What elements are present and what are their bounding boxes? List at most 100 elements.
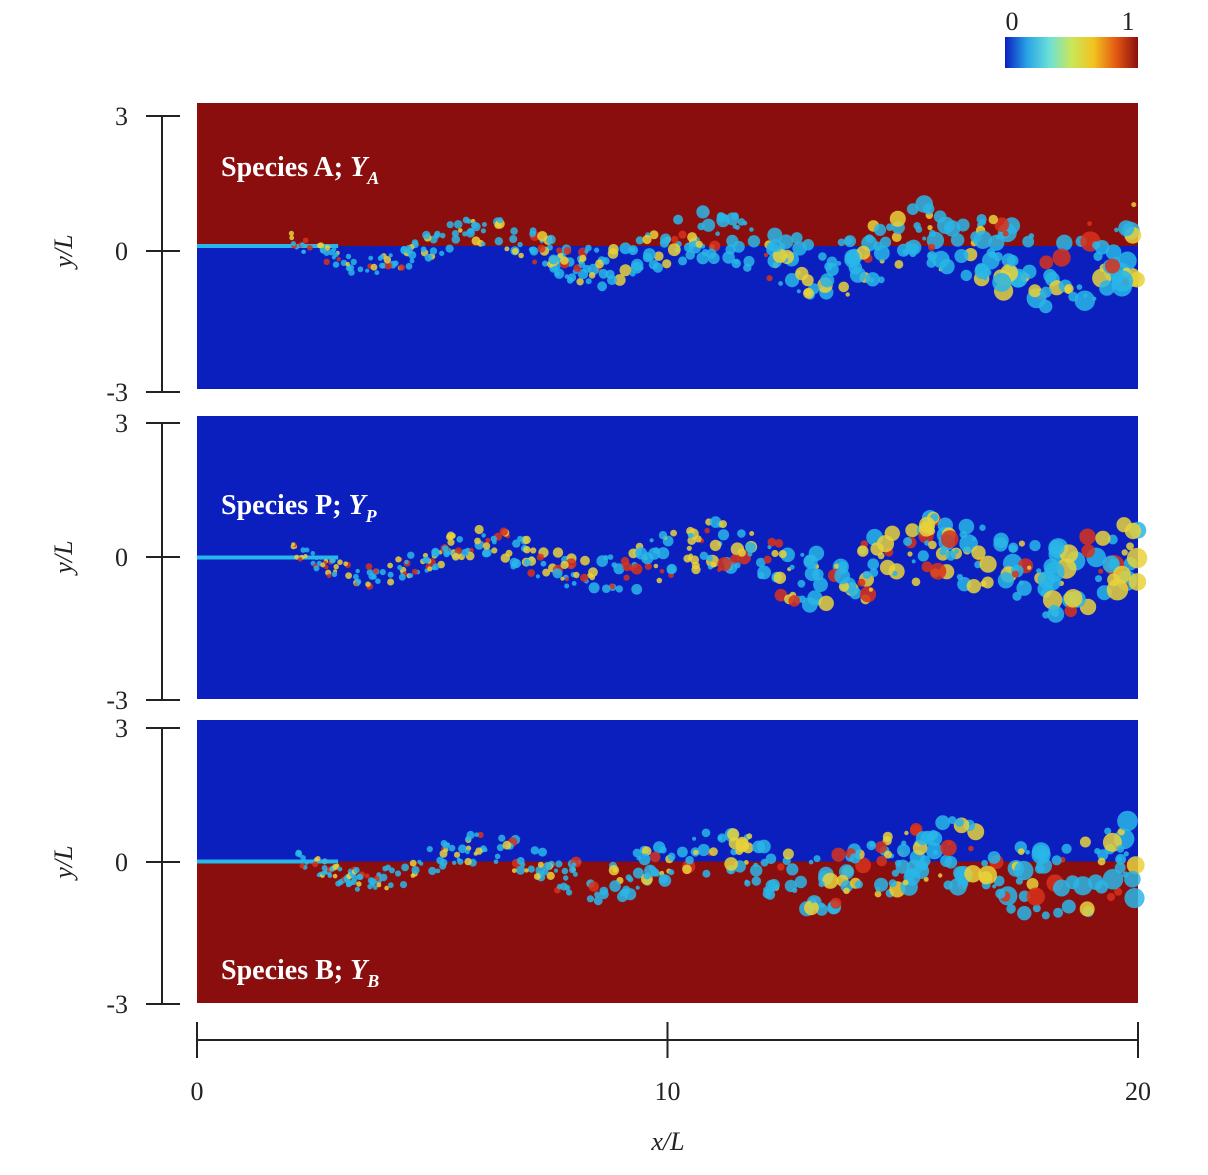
mixing-blob [1052, 248, 1071, 267]
y-tick-label: 0 [115, 543, 128, 572]
mixing-blob [596, 555, 608, 567]
mixing-blob [884, 850, 892, 859]
mixing-blob [928, 243, 936, 251]
mixing-blob [722, 251, 735, 264]
mixing-blob [694, 535, 702, 543]
mixing-blob [786, 863, 799, 876]
mixing-blob [785, 273, 800, 288]
mixing-blob [431, 548, 440, 558]
mixing-blob [451, 235, 461, 244]
mixing-blob [481, 222, 487, 227]
mixing-blob [964, 865, 982, 883]
mixing-blob [993, 537, 1008, 552]
mixing-blob [1008, 544, 1017, 553]
mixing-blob [746, 833, 753, 840]
mixing-blob [537, 861, 544, 868]
mixing-blob [803, 554, 818, 569]
mixing-blob [510, 227, 518, 235]
mixing-blob [321, 858, 328, 865]
mixing-blob [329, 556, 336, 564]
mixing-blob [939, 258, 955, 275]
mixing-layer-inlet [197, 244, 339, 248]
mixing-blob [310, 551, 316, 556]
mixing-blob [1118, 220, 1135, 237]
mixing-blob [556, 883, 563, 890]
panel-label: Species P; YP [221, 490, 378, 526]
mixing-blob [1048, 604, 1060, 616]
mixing-layer-inlet [197, 555, 339, 560]
mixing-blob [791, 232, 803, 244]
mixing-blob [907, 551, 913, 557]
mixing-blob [302, 237, 309, 244]
mixing-blob [789, 564, 795, 570]
mixing-blob [981, 859, 988, 867]
mixing-blob [778, 550, 787, 559]
mixing-blob [874, 841, 887, 854]
mixing-blob [439, 232, 446, 239]
mixing-blob [454, 547, 463, 555]
mixing-blob [940, 530, 959, 548]
mixing-blob [938, 873, 943, 878]
mixing-blob [613, 274, 626, 286]
mixing-blob [706, 248, 717, 259]
upper-stream [197, 416, 1138, 558]
mixing-blob [1026, 878, 1039, 890]
mixing-blob [365, 268, 370, 273]
mixing-blob [1094, 848, 1101, 855]
mixing-blob [1102, 868, 1124, 890]
mixing-blob [959, 530, 968, 539]
mixing-blob [480, 228, 486, 234]
mixing-blob [993, 252, 1003, 262]
mixing-blob [474, 832, 480, 837]
mixing-blob [701, 828, 711, 838]
mixing-blob [1106, 892, 1116, 902]
mixing-blob [997, 572, 1015, 589]
mixing-blob [560, 576, 565, 581]
mixing-blob [1029, 540, 1041, 552]
mixing-blob [326, 573, 332, 579]
mixing-blob [354, 886, 360, 892]
panel-b: Species B; YB 3 0 -3 y/L [49, 714, 1145, 1019]
mixing-blob [813, 577, 828, 593]
mixing-blob [442, 842, 450, 849]
mixing-blob [784, 879, 798, 893]
y-axis-label: y/L [49, 234, 78, 270]
mixing-blob [772, 248, 788, 263]
mixing-layer-inlet [197, 859, 339, 864]
mixing-blob [744, 879, 749, 884]
mixing-blob [588, 272, 596, 279]
mixing-blob [657, 547, 670, 560]
mixing-blob [447, 538, 455, 546]
mixing-blob [387, 882, 394, 889]
mixing-blob [824, 262, 833, 271]
mixing-blob [288, 230, 294, 236]
mixing-blob [345, 265, 352, 272]
y-tick-label: -3 [106, 378, 128, 407]
mixing-blob [1116, 845, 1125, 853]
mixing-blob [792, 241, 807, 256]
mixing-blob [838, 561, 848, 571]
mixing-blob [891, 232, 902, 243]
mixing-blob [580, 573, 589, 583]
mixing-blob [445, 244, 454, 253]
mixing-blob [937, 216, 955, 234]
mixing-blob [992, 272, 1012, 292]
mixing-blob [726, 234, 739, 247]
mixing-blob [717, 529, 730, 541]
mixing-blob [312, 861, 319, 868]
mixing-blob [379, 569, 386, 576]
mixing-blob [585, 244, 592, 252]
y-axis: 3 0 -3 y/L [49, 102, 180, 407]
mixing-blob [1081, 544, 1095, 558]
mixing-blob [897, 843, 911, 858]
mixing-blob [379, 254, 384, 259]
mixing-blob [407, 551, 415, 559]
mixing-blob [427, 566, 433, 572]
mixing-blob [299, 863, 305, 869]
mixing-blob [555, 860, 563, 868]
mixing-blob [530, 846, 539, 855]
mixing-blob [1105, 258, 1120, 274]
mixing-blob [795, 266, 809, 281]
mixing-blob [300, 855, 306, 861]
mixing-blob [691, 561, 700, 570]
